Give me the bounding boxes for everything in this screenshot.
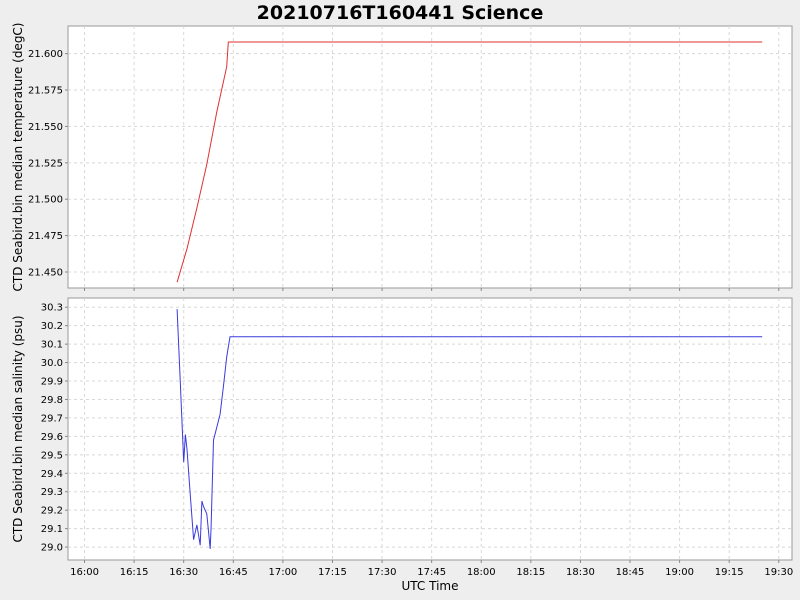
y-tick-label: 30.0: [41, 358, 63, 369]
x-tick-label: 18:00: [467, 567, 496, 578]
x-tick-label: 16:15: [120, 567, 149, 578]
y-axis-label-2: CTD Seabird.bin median salinity (psu): [11, 315, 25, 542]
x-tick-label: 18:30: [566, 567, 595, 578]
y-tick-label: 21.500: [28, 195, 63, 206]
x-tick-label: 18:15: [516, 567, 545, 578]
series-line-2-1: [176, 309, 763, 549]
x-tick-label: 16:00: [70, 567, 99, 578]
x-tick-label: 19:30: [764, 567, 793, 578]
chart-title: 20210716T160441 Science: [257, 2, 544, 24]
x-tick-label: 17:45: [417, 567, 446, 578]
x-tick-label: 16:45: [219, 567, 248, 578]
x-tick-label: 17:15: [318, 567, 347, 578]
y-tick-label: 30.2: [41, 321, 63, 332]
x-tick-label: 18:45: [616, 567, 645, 578]
series-line-1-1: [176, 41, 763, 283]
y-tick-label: 29.9: [41, 377, 63, 388]
y-tick-label: 21.525: [28, 158, 63, 169]
y-tick-label: 21.475: [28, 231, 63, 242]
panel-1: 21.450 21.475 21.500 21.525 21.550 21.575 21.6…: [11, 23, 793, 292]
y-tick-label: 29.6: [41, 432, 63, 443]
y-tick-label: 30.1: [41, 340, 63, 351]
plot-area-1: [67, 25, 793, 289]
x-tick-label: 19:15: [715, 567, 744, 578]
plot-area-2: [67, 297, 793, 561]
y-tick-label: 29.5: [41, 450, 63, 461]
x-tick-label: 17:00: [268, 567, 297, 578]
y-tick-label: 30.3: [41, 303, 63, 314]
y-tick-label: 21.575: [28, 86, 63, 97]
x-axis-label: UTC Time: [402, 579, 459, 593]
y-tick-label: 29.7: [41, 413, 63, 424]
y-tick-label: 29.0: [41, 543, 63, 554]
x-tick-label: 16:30: [169, 567, 198, 578]
y-tick-label: 29.4: [41, 469, 63, 480]
panel-2: 29.0 29.1 29.2 29.3 29.4 29.5 29.6 29.7 29.8 29.9…: [11, 297, 793, 563]
y-tick-label: 21.600: [28, 49, 63, 60]
x-tick-label: 19:00: [665, 567, 694, 578]
y-tick-label: 29.3: [41, 487, 63, 498]
y-tick-label: 29.2: [41, 506, 63, 517]
y-axis-label-1: CTD Seabird.bin median temperature (degC…: [11, 23, 25, 292]
y-tick-label: 21.550: [28, 122, 63, 133]
y-tick-label: 29.8: [41, 395, 63, 406]
y-tick-label: 21.450: [28, 267, 63, 278]
y-tick-label: 29.1: [41, 524, 63, 535]
x-tick-label: 17:30: [368, 567, 397, 578]
